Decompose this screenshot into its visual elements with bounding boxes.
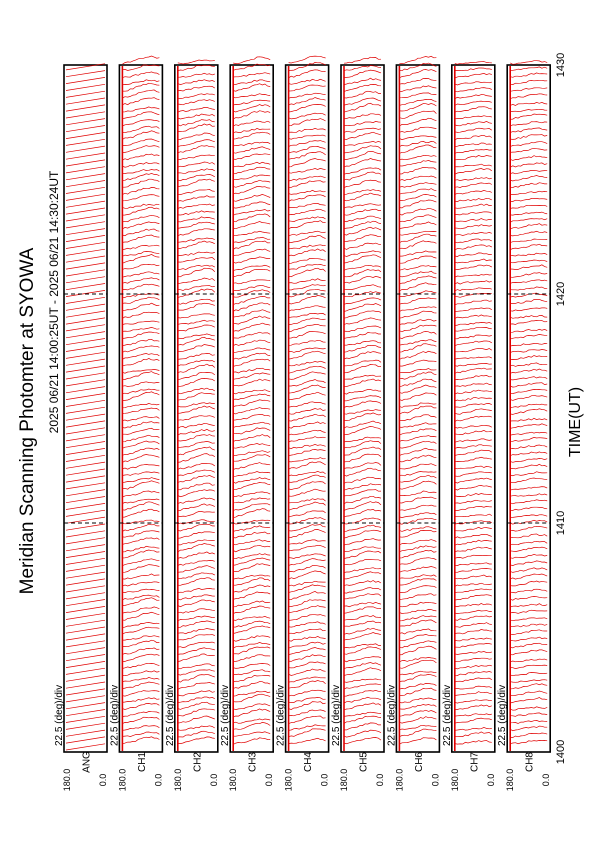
- panel-ch2: 180.0 0.0 CH2 22.5 (deg)/div: [165, 59, 219, 792]
- x-axis-label: TIME(UT): [567, 387, 584, 457]
- intensity-traces: [288, 55, 326, 744]
- x-tick-labels: 1400 1410 1420 1430: [555, 53, 567, 764]
- scan-traces: [398, 55, 437, 751]
- scan-traces: [121, 55, 160, 751]
- channel-label: CH3: [248, 752, 259, 772]
- intensity-traces: [177, 59, 216, 744]
- scan-traces: [453, 61, 492, 751]
- panel-frame: [174, 64, 219, 753]
- scale-note: 22.5 (deg)/div: [331, 685, 342, 746]
- y-tick-bottom: 0.0: [375, 774, 385, 787]
- scan-traces: [177, 59, 216, 751]
- intensity-traces: [510, 60, 548, 745]
- panel-ang: 180.0 0.0 ANG 22.5 (deg)/div: [54, 63, 108, 792]
- y-tick-bottom: 0.0: [98, 774, 108, 787]
- panel-frame: [506, 64, 552, 753]
- panel-ch7: 180.0 0.0 CH7 22.5 (deg)/div: [442, 61, 496, 792]
- y-tick-top: 180.0: [284, 769, 294, 792]
- panel-frame: [229, 64, 274, 753]
- scan-traces: [232, 56, 271, 751]
- scan-traces: [65, 63, 106, 751]
- y-tick-top: 180.0: [339, 769, 349, 792]
- intensity-traces: [343, 56, 382, 745]
- channel-label: CH7: [469, 752, 480, 772]
- channel-label: CH4: [303, 752, 314, 772]
- y-tick-top: 180.0: [173, 769, 183, 792]
- panel-frame: [63, 64, 108, 753]
- intensity-traces: [233, 56, 271, 745]
- channel-label: ANG: [82, 751, 93, 773]
- panel-ch8: 180.0 0.0 CH8 22.5 (deg)/div: [497, 60, 552, 792]
- panel-frame: [284, 64, 330, 753]
- panel-group: 180.0 0.0 ANG 22.5 (deg)/div 180.0 0.0 CH1 22.5…: [54, 55, 552, 792]
- x-tick-label: 1430: [555, 53, 567, 77]
- x-tick-label: 1420: [555, 282, 567, 306]
- x-tick-label: 1410: [555, 511, 567, 535]
- channel-label: CH8: [525, 752, 536, 772]
- scale-note: 22.5 (deg)/div: [54, 685, 65, 746]
- scale-note: 22.5 (deg)/div: [165, 685, 176, 746]
- panel-frame: [450, 64, 496, 753]
- scale-note: 22.5 (deg)/div: [497, 685, 508, 746]
- x-tick-label: 1400: [555, 740, 567, 764]
- channel-label: CH6: [414, 752, 425, 772]
- scan-traces: [509, 60, 548, 751]
- angle-trace: [65, 63, 106, 751]
- scan-traces: [343, 56, 382, 751]
- y-tick-bottom: 0.0: [153, 774, 163, 787]
- panel-ch6: 180.0 0.0 CH6 22.5 (deg)/div: [386, 55, 441, 792]
- scale-note: 22.5 (deg)/div: [442, 685, 453, 746]
- y-tick-top: 180.0: [394, 769, 404, 792]
- panel-ch4: 180.0 0.0 CH4 22.5 (deg)/div: [276, 55, 330, 792]
- y-tick-bottom: 0.0: [209, 774, 219, 787]
- intensity-traces: [122, 55, 160, 745]
- time-range-label: 2025 06/21 14:00:25UT - 2025 06/21 14:30…: [47, 170, 61, 433]
- scale-note: 22.5 (deg)/div: [109, 685, 120, 746]
- y-tick-top: 180.0: [117, 769, 127, 792]
- y-tick-bottom: 0.0: [541, 774, 551, 787]
- y-tick-bottom: 0.0: [320, 774, 330, 787]
- y-tick-bottom: 0.0: [430, 774, 440, 787]
- y-tick-top: 180.0: [228, 769, 238, 792]
- scale-note: 22.5 (deg)/div: [276, 685, 287, 746]
- intensity-traces: [454, 61, 492, 745]
- panel-ch3: 180.0 0.0 CH3 22.5 (deg)/div: [220, 56, 274, 792]
- y-tick-top: 180.0: [505, 769, 515, 792]
- intensity-traces: [399, 55, 437, 745]
- panel-frame: [395, 64, 441, 753]
- chart-title: Meridian Scanning Photomter at SYOWA: [17, 247, 38, 594]
- panel-frame: [118, 64, 164, 753]
- y-tick-top: 180.0: [450, 769, 460, 792]
- panel-frame: [340, 64, 385, 753]
- y-tick-top: 180.0: [62, 769, 72, 792]
- channel-label: CH5: [359, 752, 370, 772]
- y-tick-bottom: 0.0: [486, 774, 496, 787]
- panel-ch1: 180.0 0.0 CH1 22.5 (deg)/div: [109, 55, 164, 792]
- scale-note: 22.5 (deg)/div: [386, 685, 397, 746]
- channel-label: CH2: [192, 752, 203, 772]
- y-tick-bottom: 0.0: [264, 774, 274, 787]
- scan-traces: [287, 55, 326, 751]
- channel-label: CH1: [137, 752, 148, 772]
- panel-ch5: 180.0 0.0 CH5 22.5 (deg)/div: [331, 56, 385, 792]
- scale-note: 22.5 (deg)/div: [220, 685, 231, 746]
